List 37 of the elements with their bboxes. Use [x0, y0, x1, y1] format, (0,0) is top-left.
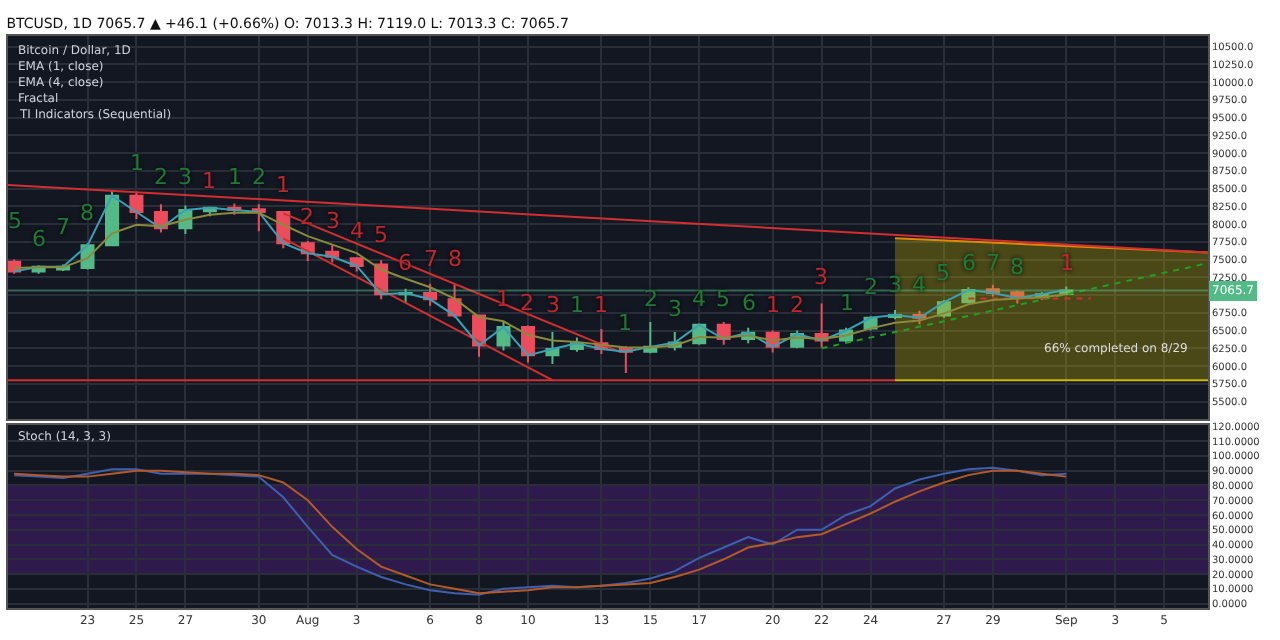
annotation: 3: [888, 272, 902, 298]
annotation: 1: [276, 172, 290, 198]
annotation: 3: [814, 264, 828, 290]
annotation: 2: [520, 290, 534, 316]
annotation: 4: [912, 272, 926, 298]
annotation: 7: [56, 214, 70, 240]
annotation: 1: [840, 290, 854, 316]
annotation: 4: [350, 218, 364, 244]
annotation: 1: [1060, 250, 1074, 276]
annotation: 3: [668, 296, 682, 322]
annotation: 1: [594, 292, 608, 318]
annotation: 6: [742, 290, 756, 316]
annotation: 5: [8, 208, 22, 234]
annotation: 8: [80, 200, 94, 226]
annotation: 3: [178, 164, 192, 190]
annotation: 5: [716, 286, 730, 312]
annotation: 4: [692, 286, 706, 312]
annotation: 8: [448, 246, 462, 272]
annotation: 1: [570, 292, 584, 318]
annotation: 2: [644, 286, 658, 312]
annotation: 3: [546, 292, 560, 318]
annotation: 1: [202, 168, 216, 194]
annotation: 1: [130, 150, 144, 176]
annotation: 5: [936, 260, 950, 286]
annotation: 3: [326, 208, 340, 234]
annotation: 6: [962, 250, 976, 276]
annotation: 7: [986, 250, 1000, 276]
annotation: 2: [154, 164, 168, 190]
annotation: 1: [618, 310, 632, 336]
annotation: 5: [374, 222, 388, 248]
annotation: 1: [766, 292, 780, 318]
annotation: 2: [790, 292, 804, 318]
annotation: 6: [32, 226, 46, 252]
annotation: 7: [424, 246, 438, 272]
annotation: 2: [252, 164, 266, 190]
annotation: 1: [228, 164, 242, 190]
annotation: 8: [1010, 254, 1024, 280]
